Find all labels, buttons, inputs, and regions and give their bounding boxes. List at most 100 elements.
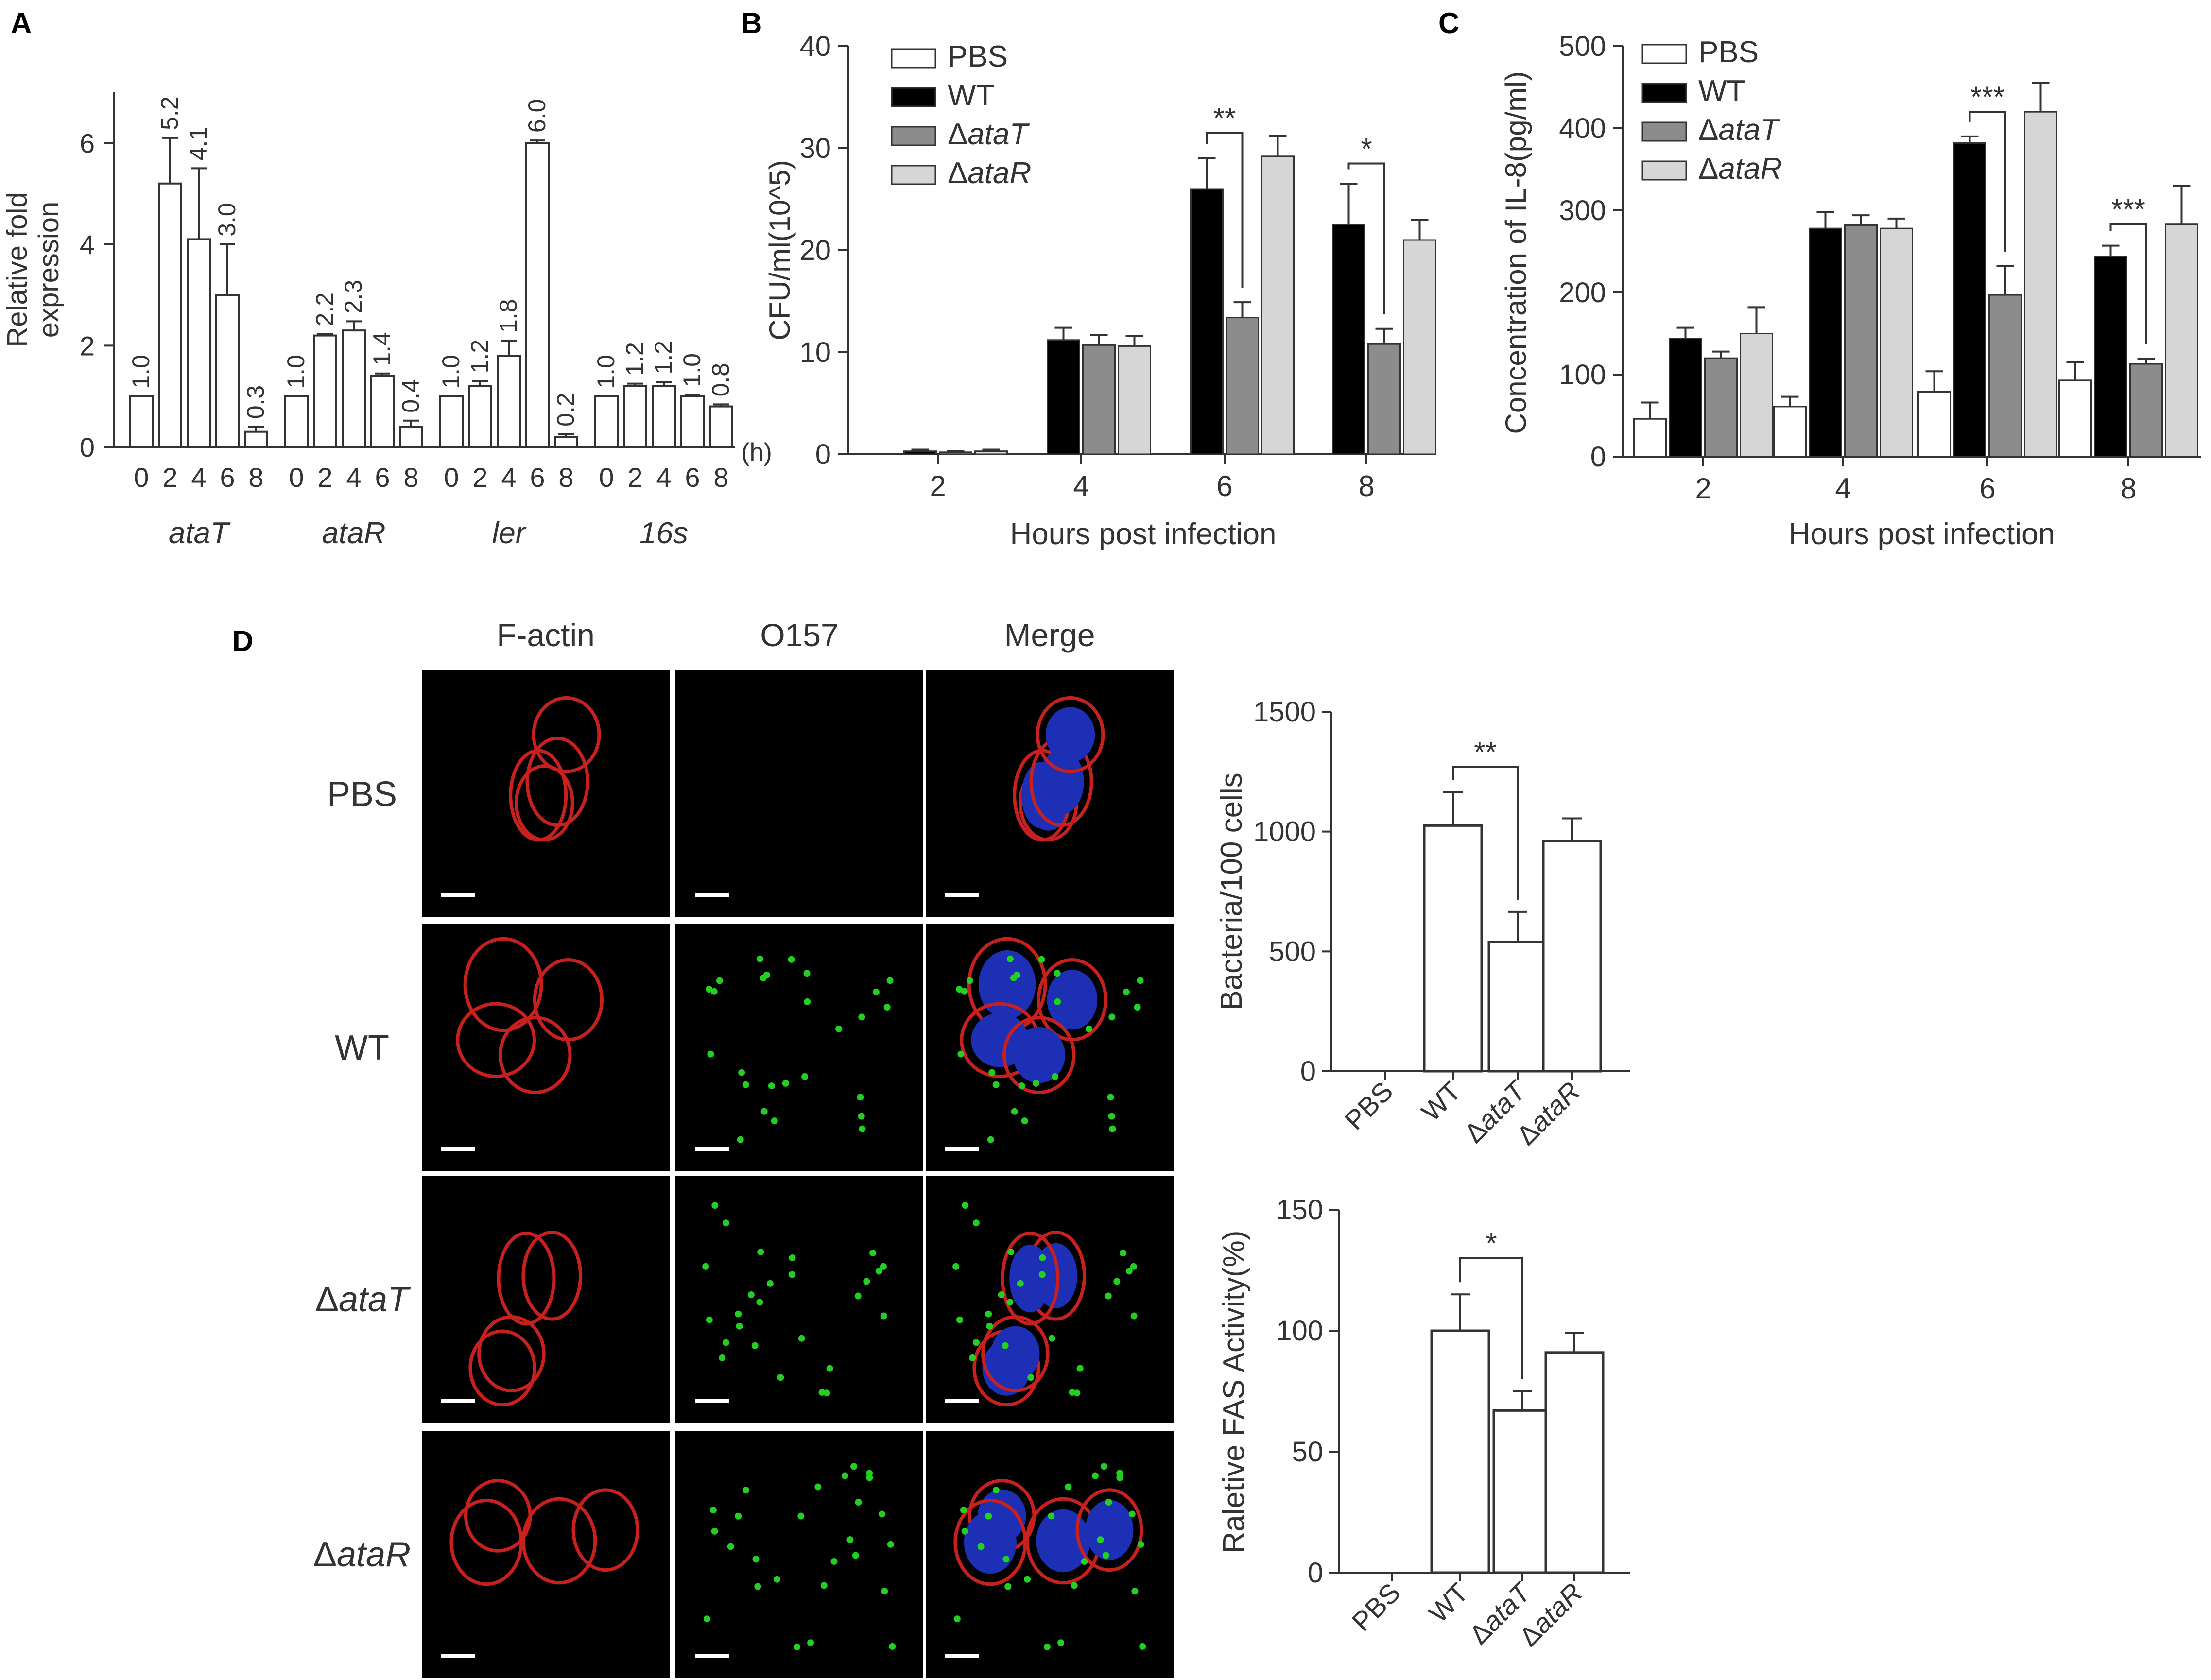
micro-bacterium <box>961 1527 968 1535</box>
panel-letter-a: A <box>11 7 32 39</box>
b-y-tick-label: 10 <box>799 337 831 368</box>
micro-bacterium <box>855 1499 862 1506</box>
a-data-label: 6.0 <box>523 99 551 133</box>
micro-nucleus <box>991 1326 1040 1382</box>
a-x-tick-label: 0 <box>599 462 614 493</box>
a-data-label: 1.2 <box>466 340 493 374</box>
micro-bacterium <box>859 1125 866 1132</box>
micro-bacterium <box>804 998 811 1005</box>
c-bar-ataT <box>1704 357 1738 458</box>
micro-image-background <box>422 1176 670 1423</box>
a-data-label: 0.4 <box>397 379 424 413</box>
a-data-label: 0.2 <box>552 393 579 427</box>
micro-cell-outline <box>1075 1488 1143 1572</box>
c-bar-ataR <box>1880 227 1913 458</box>
d1-bar <box>1423 824 1483 1073</box>
a-bar-ataR <box>370 375 395 448</box>
micro-bacterium <box>1002 1556 1010 1563</box>
b-x-tick-label: 8 <box>1358 470 1374 502</box>
a-data-label: 1.8 <box>495 299 522 333</box>
micro-bacterium <box>1054 970 1061 977</box>
micro-bacterium <box>1105 1292 1112 1300</box>
micro-cell-outline <box>498 1016 572 1095</box>
micro-bacterium <box>768 1082 775 1090</box>
a-x-tick-label: 2 <box>317 462 332 493</box>
b-legend-label-PBS: PBS <box>948 40 1008 73</box>
micro-bacterium <box>706 986 713 993</box>
micro-nucleus <box>1045 707 1095 763</box>
a-data-label: 0.8 <box>707 363 734 397</box>
micro-image-factin-ataR <box>422 1431 670 1678</box>
a-data-label: 4.1 <box>185 127 212 161</box>
micro-bacterium <box>807 1639 814 1646</box>
micro-cell-outline <box>571 1488 639 1572</box>
micro-bacterium <box>977 1543 985 1550</box>
d1-x-tick-label-name: PBS <box>1339 1076 1399 1136</box>
c-bar-ataR <box>2024 111 2057 458</box>
b-legend-label-ataR-prefix: Δ <box>948 156 967 190</box>
micro-bacterium <box>738 1069 745 1076</box>
a-bar-ataR <box>342 329 366 448</box>
micro-bacterium <box>1120 1250 1127 1257</box>
micro-bacterium <box>803 970 811 977</box>
micro-cell-outline <box>468 1329 536 1407</box>
micro-bacterium <box>956 1316 963 1323</box>
micro-bacterium <box>957 1050 965 1058</box>
a-x-tick-label: 8 <box>248 462 263 493</box>
micro-bacterium <box>771 1117 778 1125</box>
b-bar-WT <box>903 450 937 455</box>
micro-row-label-ataR-prefix: Δ <box>313 1535 337 1574</box>
c-legend-label-ataT: ΔataT <box>1698 113 1781 147</box>
micro-bacterium <box>1137 1541 1144 1548</box>
micro-bacterium <box>858 1013 865 1021</box>
micro-bacterium <box>754 1583 761 1590</box>
a-x-tick-label: 8 <box>713 462 728 493</box>
micro-bacterium <box>727 1543 734 1550</box>
micro-bacterium <box>830 1558 838 1565</box>
b-y-tick-label: 0 <box>815 439 831 470</box>
micro-image-background <box>675 1176 923 1423</box>
c-bar-PBS <box>1917 391 1951 458</box>
a-bar-ataT <box>215 294 240 448</box>
micro-bacterium <box>850 1463 858 1470</box>
d1-significance-label: ** <box>1474 736 1497 768</box>
a-y-tick-label: 0 <box>80 432 95 463</box>
c-bar-WT <box>2094 256 2127 458</box>
micro-cell-outline <box>521 1497 597 1585</box>
a-x-tick-label: 8 <box>558 462 573 493</box>
micro-bacterium <box>1038 1271 1046 1278</box>
b-bar-ataT <box>1226 317 1259 455</box>
micro-bacterium <box>1006 1299 1014 1306</box>
micro-bacterium <box>823 1389 830 1397</box>
micro-bacterium <box>881 1588 888 1595</box>
micro-bacterium <box>889 1643 896 1650</box>
a-bar-ler <box>554 436 578 448</box>
a-data-label: 0.3 <box>242 385 269 419</box>
a-data-label: 5.2 <box>156 96 183 130</box>
d2-significance-bracket <box>1459 1257 1523 1379</box>
c-legend-label-ataR-prefix: Δ <box>1698 152 1718 186</box>
micro-cell-outline <box>497 1231 556 1326</box>
micro-row-label-ataT-prefix: Δ <box>315 1280 339 1319</box>
a-data-label: 1.0 <box>592 355 620 389</box>
micro-bacterium <box>986 1322 993 1330</box>
micro-bacterium <box>857 1094 864 1101</box>
b-legend-swatch-PBS <box>891 48 936 69</box>
c-y-axis-label: Concentration of IL-8(pg/ml) <box>1500 71 1532 434</box>
c-legend-label-WT: WT <box>1698 74 1745 108</box>
micro-image-o157-WT <box>675 924 923 1171</box>
micro-bacterium <box>969 1354 976 1361</box>
micro-bacterium <box>1113 1278 1121 1285</box>
micro-bacterium <box>1105 1499 1112 1506</box>
micro-cell-outline <box>464 1479 532 1553</box>
c-legend-swatch-PBS <box>1641 44 1687 64</box>
c-bar-ataT <box>2129 363 2163 458</box>
micro-cell-outline <box>532 696 601 773</box>
micro-row-label-WT-name: WT <box>335 1029 389 1067</box>
micro-bacterium <box>961 988 968 995</box>
a-x-tick-label: 2 <box>162 462 177 493</box>
micro-bacterium <box>956 986 963 993</box>
c-legend-swatch-ataT <box>1641 121 1687 142</box>
